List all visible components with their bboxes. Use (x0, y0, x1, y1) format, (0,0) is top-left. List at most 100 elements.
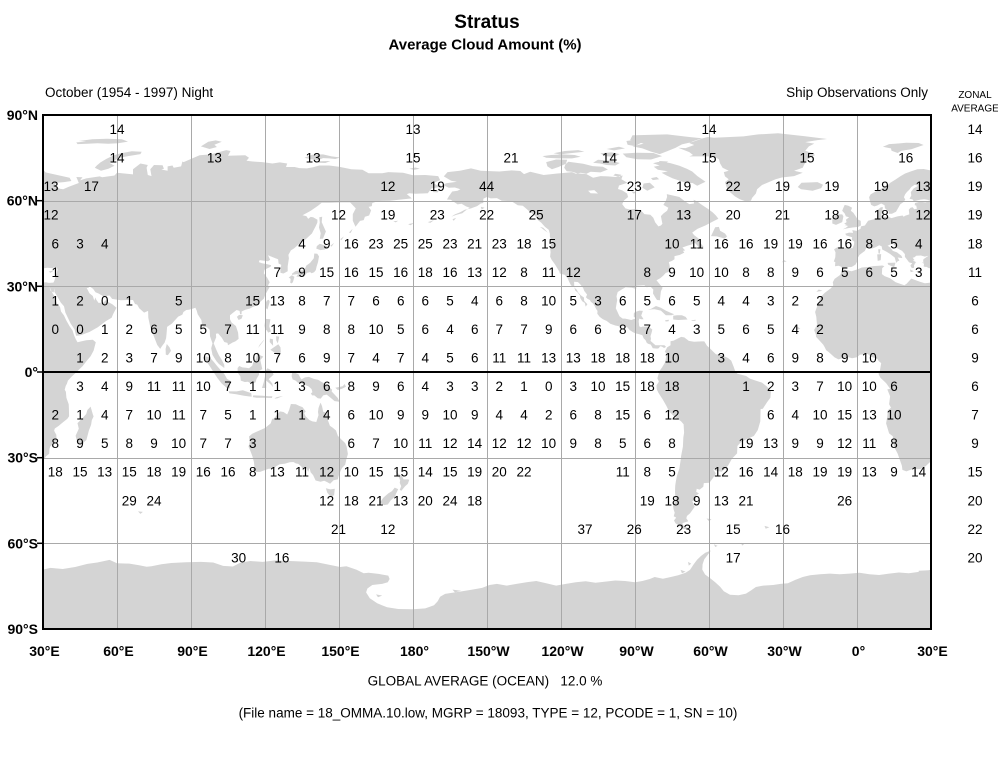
svg-text:9: 9 (471, 408, 479, 423)
svg-text:11: 11 (147, 379, 161, 394)
svg-text:Stratus: Stratus (454, 12, 519, 33)
svg-text:5: 5 (619, 436, 627, 451)
svg-text:10: 10 (664, 351, 679, 366)
svg-text:19: 19 (430, 179, 445, 194)
svg-text:15: 15 (72, 465, 87, 480)
svg-text:11: 11 (295, 465, 309, 480)
svg-text:10: 10 (368, 408, 383, 423)
svg-text:19: 19 (824, 179, 839, 194)
svg-text:44: 44 (479, 179, 495, 194)
svg-text:16: 16 (393, 265, 408, 280)
svg-text:26: 26 (627, 522, 642, 537)
svg-text:7: 7 (200, 436, 208, 451)
svg-text:4: 4 (742, 293, 750, 308)
svg-text:7: 7 (126, 408, 134, 423)
svg-text:23: 23 (368, 236, 383, 251)
svg-text:18: 18 (967, 236, 982, 251)
svg-text:Average Cloud Amount (%): Average Cloud Amount (%) (388, 37, 581, 54)
svg-text:0: 0 (52, 322, 60, 337)
svg-text:8: 8 (668, 436, 676, 451)
svg-text:9: 9 (971, 351, 979, 366)
svg-text:11: 11 (517, 351, 531, 366)
svg-text:16: 16 (714, 236, 729, 251)
svg-text:16: 16 (967, 151, 982, 166)
svg-text:5: 5 (841, 265, 849, 280)
svg-text:(File name = 18_OMMA.10.low, M: (File name = 18_OMMA.10.low, MGRP = 1809… (239, 706, 738, 721)
svg-text:23: 23 (442, 236, 457, 251)
svg-text:5: 5 (446, 293, 454, 308)
svg-text:15: 15 (319, 265, 334, 280)
svg-text:24: 24 (442, 493, 458, 508)
svg-text:AVERAGE: AVERAGE (951, 104, 998, 115)
svg-text:13: 13 (97, 465, 112, 480)
svg-text:5: 5 (890, 265, 898, 280)
svg-text:4: 4 (471, 293, 479, 308)
svg-text:11: 11 (542, 265, 556, 280)
svg-text:30°E: 30°E (29, 643, 60, 659)
svg-text:6: 6 (644, 408, 652, 423)
svg-text:10: 10 (812, 408, 827, 423)
svg-text:12: 12 (516, 436, 531, 451)
svg-text:11: 11 (690, 236, 704, 251)
svg-text:10: 10 (442, 408, 457, 423)
svg-text:0: 0 (545, 379, 553, 394)
svg-text:120°W: 120°W (541, 643, 584, 659)
svg-text:9: 9 (76, 436, 84, 451)
svg-text:29: 29 (122, 493, 137, 508)
svg-text:12: 12 (837, 436, 852, 451)
svg-text:15: 15 (368, 265, 383, 280)
svg-text:5: 5 (200, 322, 208, 337)
svg-text:14: 14 (911, 465, 927, 480)
svg-text:7: 7 (520, 322, 528, 337)
svg-text:19: 19 (837, 465, 852, 480)
svg-text:10: 10 (590, 379, 605, 394)
svg-text:8: 8 (644, 465, 652, 480)
svg-text:3: 3 (446, 379, 454, 394)
svg-text:19: 19 (738, 436, 753, 451)
svg-text:3: 3 (298, 379, 306, 394)
svg-text:4: 4 (101, 236, 109, 251)
svg-text:13: 13 (270, 465, 285, 480)
svg-text:7: 7 (274, 265, 282, 280)
svg-text:1: 1 (52, 293, 60, 308)
svg-text:30°W: 30°W (767, 643, 802, 659)
svg-text:13: 13 (714, 493, 729, 508)
svg-text:7: 7 (496, 322, 504, 337)
svg-text:12: 12 (664, 408, 679, 423)
svg-text:7: 7 (644, 322, 652, 337)
svg-text:19: 19 (967, 179, 982, 194)
svg-text:7: 7 (323, 293, 331, 308)
svg-text:October (1954 - 1997) Night: October (1954 - 1997) Night (45, 85, 213, 100)
svg-text:14: 14 (763, 465, 779, 480)
svg-text:11: 11 (246, 322, 260, 337)
svg-text:12: 12 (915, 208, 930, 223)
svg-text:9: 9 (298, 265, 306, 280)
svg-text:4: 4 (101, 408, 109, 423)
svg-text:90°N: 90°N (7, 107, 38, 123)
svg-text:2: 2 (545, 408, 553, 423)
svg-text:20: 20 (492, 465, 507, 480)
svg-text:1: 1 (520, 379, 528, 394)
svg-text:3: 3 (594, 293, 602, 308)
svg-text:15: 15 (726, 522, 741, 537)
svg-text:19: 19 (380, 208, 395, 223)
svg-text:5: 5 (397, 322, 405, 337)
svg-text:1: 1 (101, 322, 109, 337)
svg-text:GLOBAL AVERAGE (OCEAN) 12.0: GLOBAL AVERAGE (OCEAN) 12.0 % (368, 674, 603, 689)
svg-text:22: 22 (516, 465, 531, 480)
svg-text:9: 9 (397, 408, 405, 423)
svg-text:0°: 0° (25, 364, 38, 380)
svg-text:12: 12 (319, 465, 334, 480)
svg-text:7: 7 (224, 379, 232, 394)
svg-text:6: 6 (52, 236, 60, 251)
svg-text:21: 21 (467, 236, 482, 251)
svg-text:13: 13 (566, 351, 581, 366)
svg-text:180°: 180° (400, 643, 429, 659)
svg-text:12: 12 (331, 208, 346, 223)
svg-text:ZONAL: ZONAL (958, 90, 992, 101)
svg-text:150°E: 150°E (321, 643, 359, 659)
svg-text:8: 8 (520, 265, 528, 280)
svg-text:3: 3 (76, 379, 84, 394)
svg-text:6: 6 (890, 379, 898, 394)
svg-text:4: 4 (496, 408, 504, 423)
